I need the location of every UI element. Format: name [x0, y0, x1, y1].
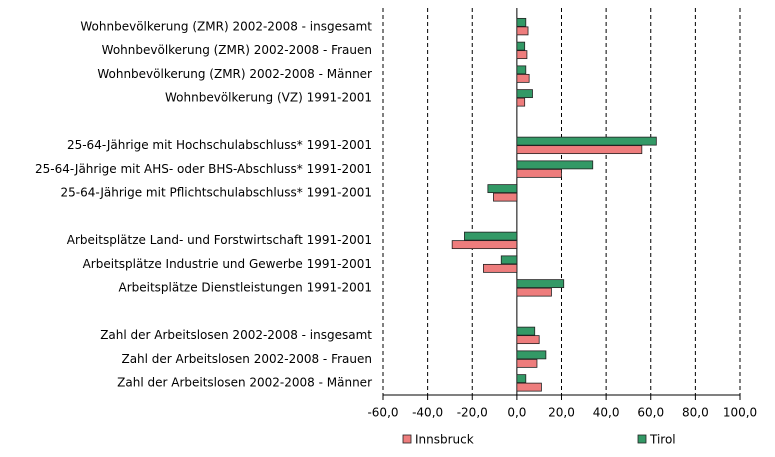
y-tick-label: Wohnbevölkerung (ZMR) 2002-2008 - insges…: [80, 19, 372, 33]
y-tick-label: Wohnbevölkerung (ZMR) 2002-2008 - Männer: [97, 67, 372, 81]
bar: [516, 136, 657, 146]
x-tick-label: 20,0: [548, 406, 575, 420]
y-tick-label: 25-64-Jährige mit Hochschulabschluss* 19…: [67, 138, 372, 152]
bar: [516, 287, 552, 297]
bar: [516, 326, 536, 336]
y-tick-label: Arbeitsplätze Land- und Forstwirtschaft …: [67, 233, 372, 247]
bar: [500, 255, 518, 265]
bar: [516, 26, 529, 36]
bar: [516, 382, 542, 392]
legend-swatch: [637, 434, 647, 444]
bar: [516, 41, 526, 51]
y-tick-label: Wohnbevölkerung (ZMR) 2002-2008 - Frauen: [102, 43, 372, 57]
x-tick-label: 100,0: [723, 406, 757, 420]
bar: [493, 192, 518, 202]
x-tick-label: -60,0: [367, 406, 398, 420]
bar: [516, 358, 538, 368]
bar: [516, 160, 594, 170]
x-tick-label: -40,0: [412, 406, 443, 420]
legend-swatch: [402, 434, 412, 444]
x-tick-label: 80,0: [682, 406, 709, 420]
legend-label: Tirol: [649, 433, 676, 447]
x-tick-label: 60,0: [637, 406, 664, 420]
bar: [516, 97, 526, 107]
bar: [516, 17, 527, 27]
bar: [516, 73, 530, 83]
bar: [516, 350, 547, 360]
bar: [516, 65, 527, 75]
bar: [516, 374, 527, 384]
y-tick-label: Zahl der Arbeitslosen 2002-2008 - Männer: [117, 376, 372, 390]
bar: [483, 263, 518, 273]
bar: [516, 145, 643, 155]
y-tick-label: Arbeitsplätze Industrie und Gewerbe 1991…: [83, 257, 372, 271]
bar: [516, 168, 562, 178]
x-tick-label: 0,0: [507, 406, 526, 420]
y-tick-label: 25-64-Jährige mit AHS- oder BHS-Abschlus…: [35, 162, 372, 176]
y-tick-label: Zahl der Arbeitslosen 2002-2008 - insges…: [100, 328, 372, 342]
x-tick-label: 40,0: [593, 406, 620, 420]
bar: [516, 50, 528, 60]
y-tick-label: Zahl der Arbeitslosen 2002-2008 - Frauen: [121, 352, 372, 366]
bar: [464, 231, 518, 241]
bar: [487, 184, 518, 194]
bar: [516, 279, 565, 289]
bar: [516, 89, 533, 99]
bar: [451, 240, 518, 250]
y-tick-label: Wohnbevölkerung (VZ) 1991-2001: [165, 91, 372, 105]
y-tick-label: 25-64-Jährige mit Pflichtschulabschluss*…: [60, 186, 372, 200]
y-tick-label: Arbeitsplätze Dienstleistungen 1991-2001: [118, 281, 372, 295]
legend-label: Innsbruck: [415, 433, 474, 447]
x-tick-label: -20,0: [457, 406, 488, 420]
bar: [516, 335, 540, 345]
